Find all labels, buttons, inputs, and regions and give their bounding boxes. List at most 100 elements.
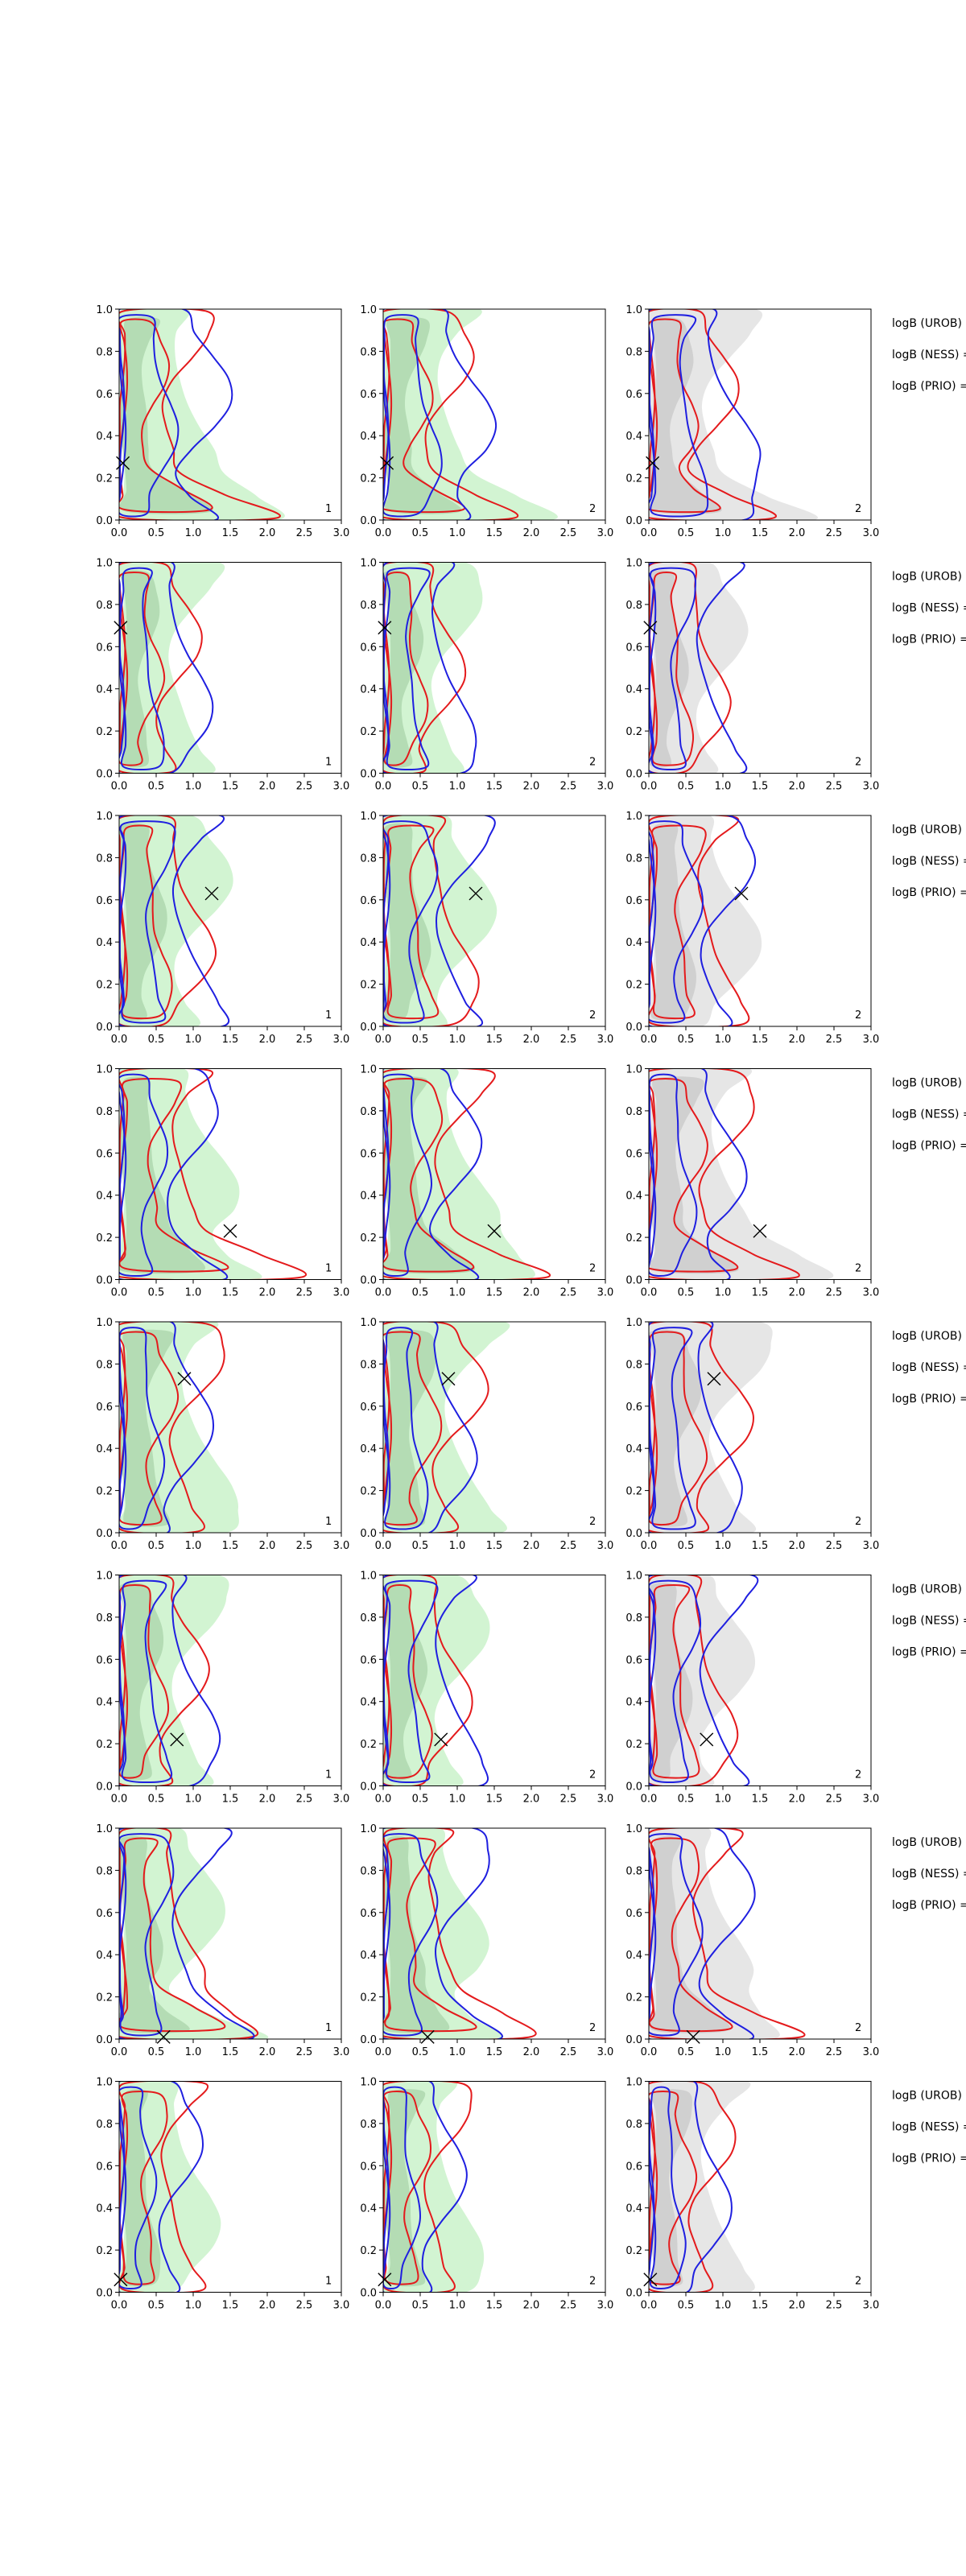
- y-tick-label: 0.2: [96, 1232, 113, 1245]
- figure-row: 0.0 0.5 1.0 1.5 2.0 2.5 3.0 0.0 0.2 0.4 0.6 0.8 1.0 1…: [96, 1823, 966, 2058]
- x-tick-label: 2.5: [826, 527, 843, 539]
- y-tick-label: 0.2: [96, 2245, 113, 2257]
- red-contour-inner: [383, 1583, 433, 1779]
- y-tick-label: 0.6: [96, 1148, 113, 1160]
- logb-annotation: logB (NESS) =: [892, 1615, 966, 1628]
- y-tick-label: 0.2: [360, 726, 377, 738]
- blue-contour-inner: [119, 820, 176, 1024]
- x-tick-label: 1.0: [449, 1540, 466, 1552]
- logb-annotation: logB (PRIO) =: [892, 1140, 966, 1153]
- truth-marker: [753, 1224, 767, 1238]
- x-tick-label: 1.0: [185, 1034, 202, 1046]
- x-tick-label: 0.0: [375, 2046, 392, 2058]
- density-region-inner: [119, 316, 213, 514]
- density-region-inner: [649, 1329, 702, 1527]
- y-tick-label: 0.6: [96, 2161, 113, 2173]
- y-tick-label: 0.2: [360, 980, 377, 992]
- x-tick-label: 3.0: [597, 1794, 614, 1806]
- x-tick-label: 0.5: [148, 1794, 165, 1806]
- density-region-outer: [383, 1068, 535, 1280]
- x-tick-label: 0.0: [641, 1287, 658, 1299]
- logb-annotation: logB (UROB) =: [892, 824, 966, 836]
- x-tick-label: 2.5: [296, 1287, 313, 1299]
- density-region-inner: [119, 1076, 205, 1274]
- x-tick-label: 1.5: [222, 527, 239, 539]
- y-tick-label: 1.0: [360, 1823, 377, 1835]
- x-tick-label: 1.5: [752, 2046, 769, 2058]
- truth-marker: [487, 1224, 502, 1238]
- blue-contour-outer: [119, 562, 214, 774]
- x-tick-label: 2.5: [296, 2046, 313, 2058]
- y-tick-label: 0.0: [625, 1275, 642, 1287]
- panel-label: 2: [589, 2276, 596, 2288]
- x-tick-label: 1.0: [185, 1540, 202, 1552]
- x-tick-label: 0.0: [111, 1287, 128, 1299]
- panel: 0.0 0.5 1.0 1.5 2.0 2.5 3.0 0.0 0.2 0.4 0.6 0.8 1.0 2: [360, 1317, 613, 1552]
- y-tick-label: 0.6: [96, 389, 113, 401]
- x-tick-label: 3.0: [333, 1794, 350, 1806]
- panel-label: 1: [325, 503, 332, 515]
- x-tick-label: 0.0: [641, 527, 658, 539]
- panel-label: 2: [855, 2022, 861, 2034]
- density-region-inner: [383, 1076, 476, 1274]
- density-region-outer: [649, 815, 762, 1026]
- x-tick-label: 0.5: [148, 1540, 165, 1552]
- blue-contour-inner: [649, 1579, 702, 1784]
- y-tick-label: 0.4: [625, 431, 642, 443]
- red-contour-inner: [649, 1583, 700, 1779]
- y-tick-label: 1.0: [360, 2077, 377, 2089]
- y-tick-label: 0.4: [360, 2203, 377, 2215]
- density-region-inner: [383, 823, 431, 1021]
- x-tick-label: 0.0: [111, 1794, 128, 1806]
- x-tick-label: 1.0: [449, 1034, 466, 1046]
- panel-label: 1: [325, 1009, 332, 1022]
- x-tick-label: 0.0: [641, 1794, 658, 1806]
- y-tick-label: 1.0: [360, 1064, 377, 1076]
- x-tick-label: 3.0: [333, 1034, 350, 1046]
- x-tick-label: 2.0: [523, 527, 540, 539]
- x-tick-label: 0.0: [375, 1540, 392, 1552]
- x-tick-label: 2.0: [789, 2300, 806, 2312]
- panel-label: 1: [325, 1516, 332, 1528]
- x-tick-label: 1.0: [449, 1794, 466, 1806]
- blue-contour-inner: [649, 2086, 687, 2290]
- y-tick-label: 0.4: [360, 684, 377, 696]
- y-tick-label: 1.0: [360, 304, 377, 316]
- logb-annotation: logB (UROB) =: [892, 571, 966, 584]
- truth-marker: [177, 1372, 192, 1386]
- x-tick-label: 0.0: [111, 1034, 128, 1046]
- x-tick-label: 0.0: [111, 1540, 128, 1552]
- y-tick-label: 0.4: [96, 1697, 113, 1709]
- y-tick-label: 0.4: [360, 1191, 377, 1203]
- x-tick-label: 2.5: [560, 781, 577, 793]
- x-tick-label: 3.0: [863, 527, 880, 539]
- x-tick-label: 2.0: [259, 1540, 276, 1552]
- y-tick-label: 1.0: [360, 1571, 377, 1583]
- blue-contour-inner: [119, 2086, 158, 2290]
- x-tick-label: 3.0: [597, 2300, 614, 2312]
- y-tick-label: 0.6: [96, 1908, 113, 1920]
- x-tick-label: 1.0: [449, 2046, 466, 2058]
- logb-annotation: logB (NESS) =: [892, 1868, 966, 1880]
- y-tick-label: 1.0: [625, 811, 642, 823]
- x-tick-label: 2.5: [826, 2300, 843, 2312]
- x-tick-label: 0.5: [678, 1540, 695, 1552]
- truth-marker: [734, 886, 749, 901]
- truth-marker: [686, 2029, 700, 2044]
- x-tick-label: 2.5: [826, 1287, 843, 1299]
- panel: 0.0 0.5 1.0 1.5 2.0 2.5 3.0 0.0 0.2 0.4 0.6 0.8 1.0 2: [360, 558, 613, 793]
- density-region-outer: [119, 815, 233, 1026]
- y-tick-label: 0.8: [96, 1106, 113, 1118]
- blue-contour-inner: [383, 1073, 433, 1278]
- y-tick-label: 0.0: [625, 2288, 642, 2300]
- panel: 0.0 0.5 1.0 1.5 2.0 2.5 3.0 0.0 0.2 0.4 0.6 0.8 1.0 2: [625, 304, 879, 539]
- x-tick-label: 2.5: [560, 1287, 577, 1299]
- blue-contour-outer: [649, 562, 748, 774]
- x-tick-label: 2.0: [789, 527, 806, 539]
- panel-label: 2: [855, 1263, 861, 1275]
- y-tick-label: 0.2: [625, 726, 642, 738]
- panel-label: 2: [855, 2276, 861, 2288]
- x-tick-label: 1.5: [752, 2300, 769, 2312]
- x-tick-label: 0.5: [678, 2046, 695, 2058]
